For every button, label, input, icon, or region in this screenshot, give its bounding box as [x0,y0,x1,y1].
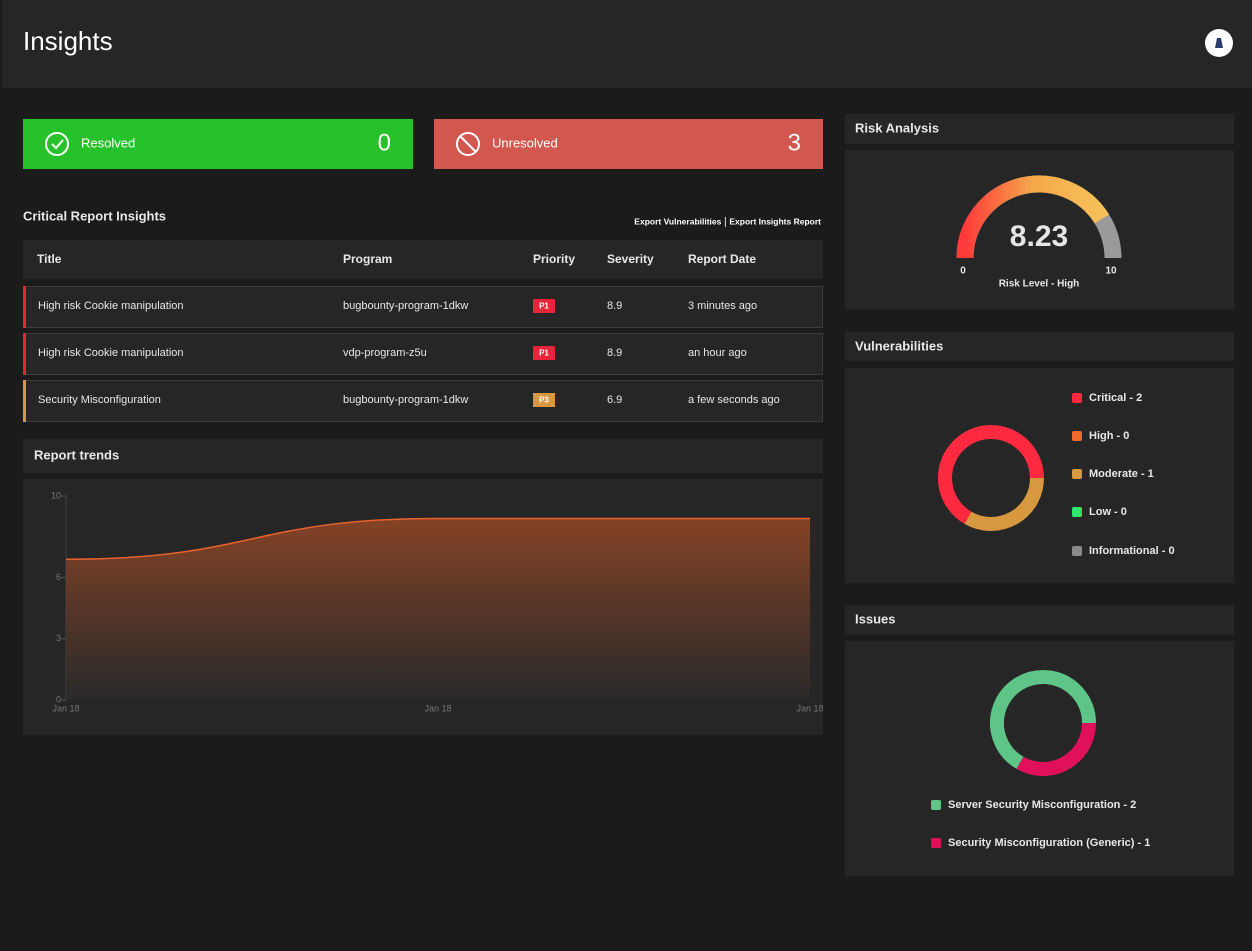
cell-date: 3 minutes ago [688,300,757,312]
column-header: Report Date [688,252,756,266]
gauge-max: 10 [1105,266,1117,277]
y-tick-label: 10 [51,490,61,500]
legend-swatch [1072,431,1082,441]
row-accent [23,380,26,422]
legend-swatch [1072,393,1082,403]
legend-label: Security Misconfiguration (Generic) - 1 [948,837,1150,849]
row-accent [23,333,26,375]
export-link[interactable]: Export Vulnerabilities [634,216,721,226]
cell-title: High risk Cookie manipulation [38,347,184,359]
legend-label: High - 0 [1089,430,1129,442]
gauge-value-label: 8.23 [1010,220,1068,253]
column-header: Priority [533,252,575,266]
avatar-logo [1215,38,1223,48]
legend-swatch [931,838,941,848]
row-accent [23,286,26,328]
export-link[interactable]: Export Insights Report [729,216,821,226]
title-bar [845,332,1234,361]
donut-segment [964,477,1044,531]
title-bar [845,114,1234,144]
cell-title: Security Misconfiguration [38,394,161,406]
header-bar [2,0,1252,88]
title-bar [845,605,1234,635]
cell-severity: 6.9 [607,394,622,406]
legend-label: Moderate - 1 [1089,468,1154,480]
table-header [23,240,823,279]
column-header: Severity [607,252,654,266]
cell-severity: 8.9 [607,300,622,312]
cell-date: an hour ago [688,347,747,359]
section-title: Issues [855,611,895,626]
content: Resolved 0 Unresolved 3 Critical Report Insi… [23,114,1234,876]
ban-icon [459,135,477,153]
check-icon [51,139,64,150]
gauge-caption: Risk Level - High [999,279,1080,290]
stat-value: 0 [378,129,391,156]
donut-segment [938,425,1044,524]
table-row[interactable] [23,286,823,328]
legend-swatch [1072,507,1082,517]
x-tick-label: Jan 18 [796,703,823,713]
gauge-min: 0 [960,266,966,277]
section-title: Vulnerabilities [855,338,943,353]
stat-icon [45,132,69,156]
section-title: Report trends [34,447,119,462]
y-tick-label: 6 [56,572,61,582]
priority-badge [533,393,555,407]
stat-card[interactable] [23,119,413,169]
section-title: Risk Analysis [855,120,939,135]
cell-priority: P3 [539,396,549,405]
donut-segment [1016,722,1096,776]
title-bar [23,439,823,473]
table-row[interactable] [23,380,823,422]
stat-value: 3 [788,129,801,156]
cell-title: High risk Cookie manipulation [38,300,184,312]
column-header: Program [343,252,392,266]
stat-icon [456,132,480,156]
cell-priority: P1 [539,302,549,311]
cell-priority: P1 [539,349,549,358]
legend-swatch [1072,546,1082,556]
priority-badge [533,299,555,313]
y-tick-label: 3 [56,633,61,643]
area [66,518,810,700]
stat-label: Resolved [81,135,135,150]
priority-badge [533,346,555,360]
section-title: Critical Report Insights [23,208,166,223]
legend-label: Server Security Misconfiguration - 2 [948,799,1136,811]
y-tick-label: 0 [56,694,61,704]
line [65,517,810,560]
cell-date: a few seconds ago [688,394,780,406]
legend-swatch [931,800,941,810]
legend-label: Informational - 0 [1089,545,1175,557]
cell-severity: 8.9 [607,347,622,359]
legend-swatch [1072,469,1082,479]
page-title: Insights [23,26,113,56]
cell-program: bugbounty-program-1dkw [343,394,468,406]
x-tick-label: Jan 18 [424,703,451,713]
cell-program: vdp-program-z5u [343,347,427,359]
column-header: Title [37,252,62,266]
gauge-value [956,175,1110,259]
stat-card[interactable] [434,119,823,169]
cell-program: bugbounty-program-1dkw [343,300,468,312]
donut-segment [990,670,1096,769]
table-row[interactable] [23,333,823,375]
legend-label: Low - 0 [1089,506,1127,518]
stat-label: Unresolved [492,135,558,150]
legend-label: Critical - 2 [1089,392,1142,404]
x-tick-label: Jan 18 [52,703,79,713]
